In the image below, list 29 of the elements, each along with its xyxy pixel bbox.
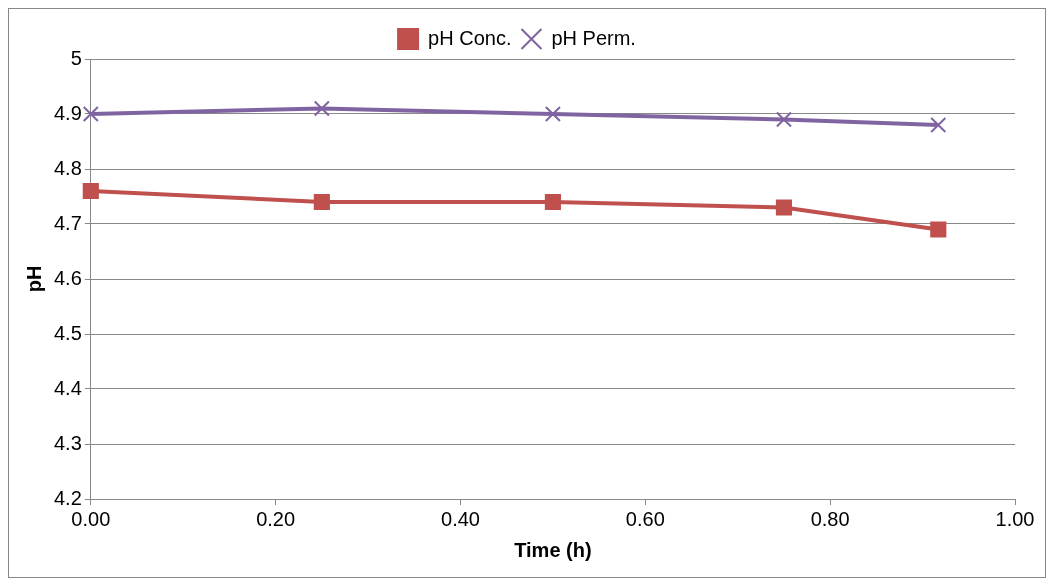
point [930,116,947,134]
y-tick-label: 4.5 [53,321,82,344]
x-tick-label: 0.00 [71,507,111,530]
y-tick-label: 4.4 [53,376,82,399]
y-tick-label: 4.8 [53,156,82,179]
point [544,105,561,123]
point [313,193,330,211]
point [544,193,561,211]
y-tick-label: 4.9 [53,101,82,124]
legend-label: pH Perm. [551,26,636,49]
point [775,111,793,128]
x-tick-label: 0.80 [810,507,850,530]
y-tick-label: 4.7 [53,211,82,234]
y-tick-label: 5 [70,46,82,69]
legend-label: pH Conc. [428,26,512,49]
y-tick-label: 4.6 [53,266,82,289]
y-tick-label: 4.2 [53,486,82,509]
x-tick-label: 0.40 [441,507,480,530]
point [313,100,330,117]
x-tick-label: 0.60 [625,507,665,530]
point [775,199,793,216]
point [82,182,99,200]
x-tick-label: 1.00 [995,507,1035,530]
y-tick-label: 4.3 [53,431,82,454]
y-axis-title: pH [22,265,45,293]
point [930,221,947,238]
x-axis-title: Time (h) [514,538,592,561]
x-tick-label: 0.20 [256,507,296,530]
point [82,105,99,123]
